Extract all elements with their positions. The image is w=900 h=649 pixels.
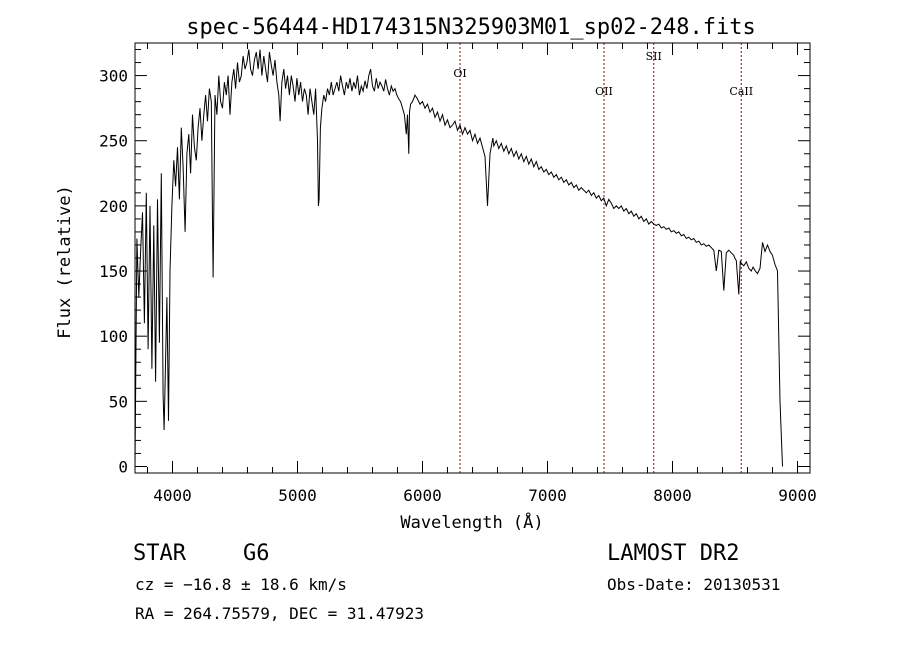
y-tick-label: 0 — [118, 457, 128, 476]
y-tick-label: 100 — [99, 327, 128, 346]
x-axis-tick-labels: 4000 5000 6000 7000 8000 9000 — [153, 486, 817, 505]
survey-name: LAMOST DR2 — [607, 541, 739, 566]
object-subclass: G6 — [243, 541, 270, 566]
y-tick-label: 300 — [99, 67, 128, 86]
line-label-sii: SII — [646, 50, 662, 63]
x-axis-label: Wavelength (Å) — [400, 511, 543, 533]
coordinates-text: RA = 264.75579, DEC = 31.47923 — [135, 604, 424, 623]
x-tick-label: 6000 — [403, 486, 442, 505]
x-tick-label: 8000 — [653, 486, 692, 505]
y-tick-label: 150 — [99, 262, 128, 281]
spectrum-trace — [134, 49, 783, 467]
x-tick-label: 7000 — [528, 486, 567, 505]
x-tick-label: 5000 — [278, 486, 317, 505]
x-axis-ticks — [147, 43, 798, 473]
object-type: STAR — [133, 541, 187, 566]
spectral-line-markers: OI OII SII CaII — [453, 43, 753, 473]
y-axis-ticks — [135, 49, 810, 467]
y-axis-label: Flux (relative) — [55, 185, 75, 339]
line-label-oii: OII — [595, 85, 613, 98]
plot-frame — [134, 42, 811, 474]
chart-title: spec-56444-HD174315N325903M01_sp02-248.f… — [186, 15, 756, 40]
x-tick-label: 4000 — [153, 486, 192, 505]
redshift-text: cz = −16.8 ± 18.6 km/s — [135, 575, 347, 594]
y-tick-label: 200 — [99, 197, 128, 216]
y-tick-label: 50 — [109, 392, 128, 411]
line-label-oi: OI — [453, 67, 466, 80]
line-label-caii: CaII — [729, 85, 753, 98]
x-tick-label: 9000 — [778, 486, 817, 505]
y-tick-label: 250 — [99, 132, 128, 151]
observation-date: Obs-Date: 20130531 — [607, 575, 780, 594]
y-axis-tick-labels: 0 50 100 150 200 250 300 — [99, 67, 128, 477]
